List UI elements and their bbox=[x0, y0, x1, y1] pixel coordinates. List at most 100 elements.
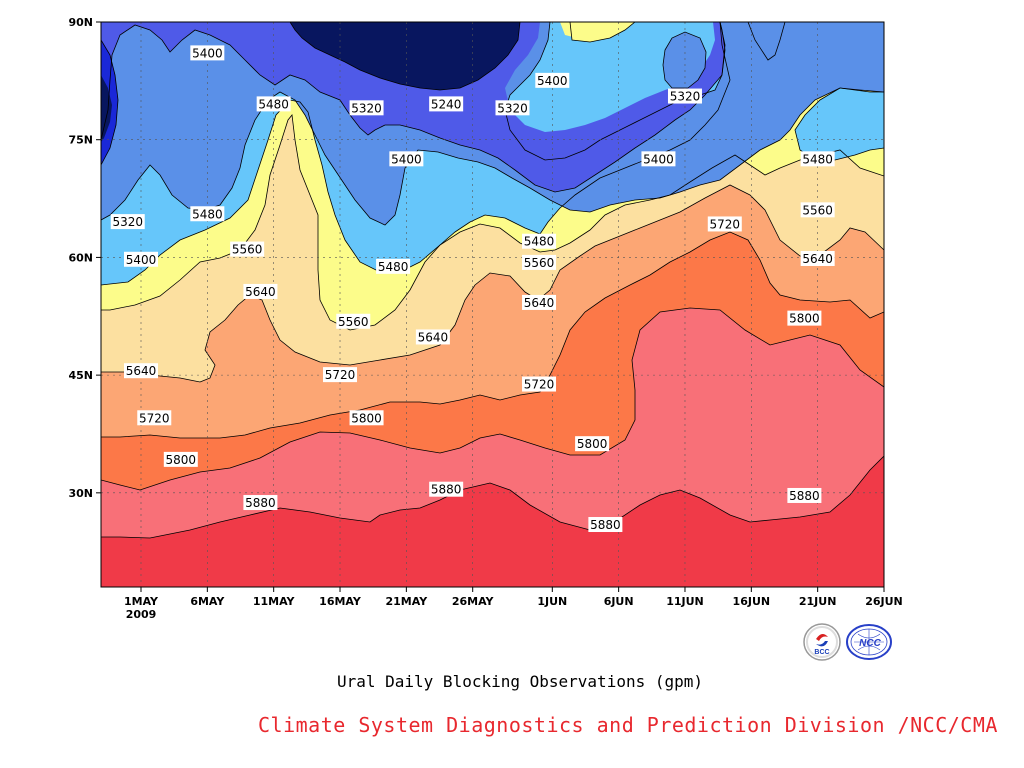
bcc-logo-text: BCC bbox=[814, 649, 829, 656]
contour-label-bg bbox=[256, 96, 291, 112]
contour-label: 5560 bbox=[800, 202, 835, 218]
contour-label: 5800 bbox=[787, 310, 822, 326]
contour-label: 5480 bbox=[522, 233, 557, 249]
contour-label: 5880 bbox=[588, 517, 623, 533]
contour-label: 5800 bbox=[163, 451, 198, 467]
footer-credit: Climate System Diagnostics and Predictio… bbox=[258, 713, 998, 737]
contour-label-text: 5400 bbox=[391, 152, 422, 166]
chart-caption: Ural Daily Blocking Observations (gpm) bbox=[336, 672, 704, 691]
band-5240-5320 bbox=[101, 22, 725, 192]
x-tick-label: 16MAY bbox=[319, 595, 362, 608]
contour-label-bg bbox=[707, 216, 742, 232]
contour-label: 5400 bbox=[124, 251, 158, 267]
contour-label-text: 5720 bbox=[139, 411, 170, 425]
contour-label-text: 5320 bbox=[497, 101, 528, 115]
x-tick-label: 21MAY bbox=[386, 595, 429, 608]
y-tick-label: 30N bbox=[68, 487, 93, 500]
x-tick-label: 1MAY bbox=[124, 595, 159, 608]
contour-label-text: 5640 bbox=[245, 285, 276, 299]
contour-label-bg bbox=[323, 367, 358, 383]
contour-label-text: 5400 bbox=[643, 152, 674, 166]
contour-label-bg bbox=[787, 487, 822, 503]
band-5160-5240 bbox=[101, 22, 520, 90]
contour-label: 5880 bbox=[787, 487, 822, 503]
contour-label: 5720 bbox=[707, 216, 742, 232]
contour-label-text: 5560 bbox=[232, 243, 263, 257]
contour-label-text: 5640 bbox=[418, 330, 449, 344]
contour-label: 5320 bbox=[349, 100, 384, 116]
contour-label: 5720 bbox=[522, 376, 557, 392]
contour-label: 5640 bbox=[243, 283, 278, 299]
contour-label: 5800 bbox=[575, 436, 610, 452]
contour-label: 5400 bbox=[535, 72, 570, 88]
contour-label-bg bbox=[667, 88, 702, 104]
contour-label-bg bbox=[535, 72, 570, 88]
contour-label-bg bbox=[429, 96, 464, 112]
contour-label: 5400 bbox=[389, 151, 424, 167]
contour-label-text: 5880 bbox=[789, 489, 820, 503]
contour-label: 5640 bbox=[800, 250, 835, 266]
contour-label-bg bbox=[522, 376, 557, 392]
contour-label-text: 5800 bbox=[789, 312, 820, 326]
y-tick-label: 45N bbox=[68, 369, 93, 382]
contour-label-text: 5800 bbox=[166, 453, 197, 467]
contour-chart: 30N 45N 60N 75N 90N 1MAY 6MAY 11MAY 16MAY 21MAY 2… bbox=[68, 16, 903, 621]
contour-label-bg bbox=[429, 481, 464, 497]
contour-label-text: 5480 bbox=[258, 97, 289, 111]
contour-label-bg bbox=[124, 251, 158, 267]
contour-label-bg bbox=[495, 100, 530, 116]
contour-label: 5480 bbox=[376, 258, 411, 274]
contour-label-text: 5560 bbox=[802, 203, 833, 217]
x-axis: 1MAY 6MAY 11MAY 16MAY 21MAY 26MAY 1JUN 6JUN 11JU… bbox=[124, 587, 903, 621]
x-tick-label: 26JUN bbox=[865, 595, 903, 608]
contour-label-bg bbox=[522, 254, 557, 270]
contour-label-bg bbox=[800, 151, 835, 167]
contour-label: 5880 bbox=[243, 495, 278, 511]
contour-label-bg bbox=[190, 45, 225, 61]
contour-labels: 5400 5480 5320 5240 5320 5400 5320 5400 5400 5480… bbox=[110, 45, 835, 533]
contour-label: 5320 bbox=[667, 88, 702, 104]
contour-label-text: 5480 bbox=[802, 152, 833, 166]
y-tick-label: 75N bbox=[68, 134, 93, 147]
x-tick-label: 16JUN bbox=[733, 595, 771, 608]
contour-label: 5400 bbox=[641, 151, 676, 167]
contour-label-bg bbox=[389, 151, 424, 167]
contour-label: 5480 bbox=[256, 96, 291, 112]
contour-label-text: 5480 bbox=[524, 235, 555, 249]
contour-label: 5480 bbox=[190, 206, 225, 222]
ncc-logo-text: NCC bbox=[859, 638, 881, 649]
contour-label-text: 5720 bbox=[524, 378, 555, 392]
contour-label-text: 5720 bbox=[325, 368, 356, 382]
contour-label-text: 5400 bbox=[537, 74, 568, 88]
contour-label-text: 5320 bbox=[351, 101, 382, 115]
contour-label-bg bbox=[336, 313, 371, 329]
contour-label-bg bbox=[110, 214, 145, 230]
contour-label: 5640 bbox=[522, 294, 557, 310]
contour-label-bg bbox=[376, 258, 411, 274]
contour-label-text: 5800 bbox=[577, 437, 608, 451]
contour-lines bbox=[101, 22, 884, 539]
contour-label-bg bbox=[522, 294, 557, 310]
contour-label: 5720 bbox=[137, 410, 172, 426]
x-tick-label: 6JUN bbox=[604, 595, 634, 608]
y-axis: 30N 45N 60N 75N 90N bbox=[68, 16, 101, 500]
x-tick-label: 6MAY bbox=[190, 595, 225, 608]
contour-label-bg bbox=[190, 206, 225, 222]
contour-label: 5560 bbox=[522, 254, 557, 270]
contour-label-bg bbox=[163, 451, 198, 467]
contour-label-text: 5640 bbox=[524, 296, 555, 310]
contour-label: 5480 bbox=[800, 151, 835, 167]
contour-label-text: 5880 bbox=[431, 483, 462, 497]
contour-label-bg bbox=[575, 436, 610, 452]
contour-label-text: 5240 bbox=[431, 97, 462, 111]
contour-label-bg bbox=[787, 310, 822, 326]
contour-label: 5320 bbox=[495, 100, 530, 116]
contour-label-text: 5320 bbox=[112, 215, 143, 229]
contour-label-text: 5400 bbox=[192, 46, 223, 60]
contour-label-text: 5480 bbox=[192, 207, 223, 221]
contour-label: 5800 bbox=[349, 410, 384, 426]
contour-label: 5400 bbox=[190, 45, 225, 61]
contour-label-text: 5560 bbox=[338, 315, 369, 329]
y-tick-label: 60N bbox=[68, 251, 93, 264]
contour-label: 5560 bbox=[230, 241, 265, 257]
